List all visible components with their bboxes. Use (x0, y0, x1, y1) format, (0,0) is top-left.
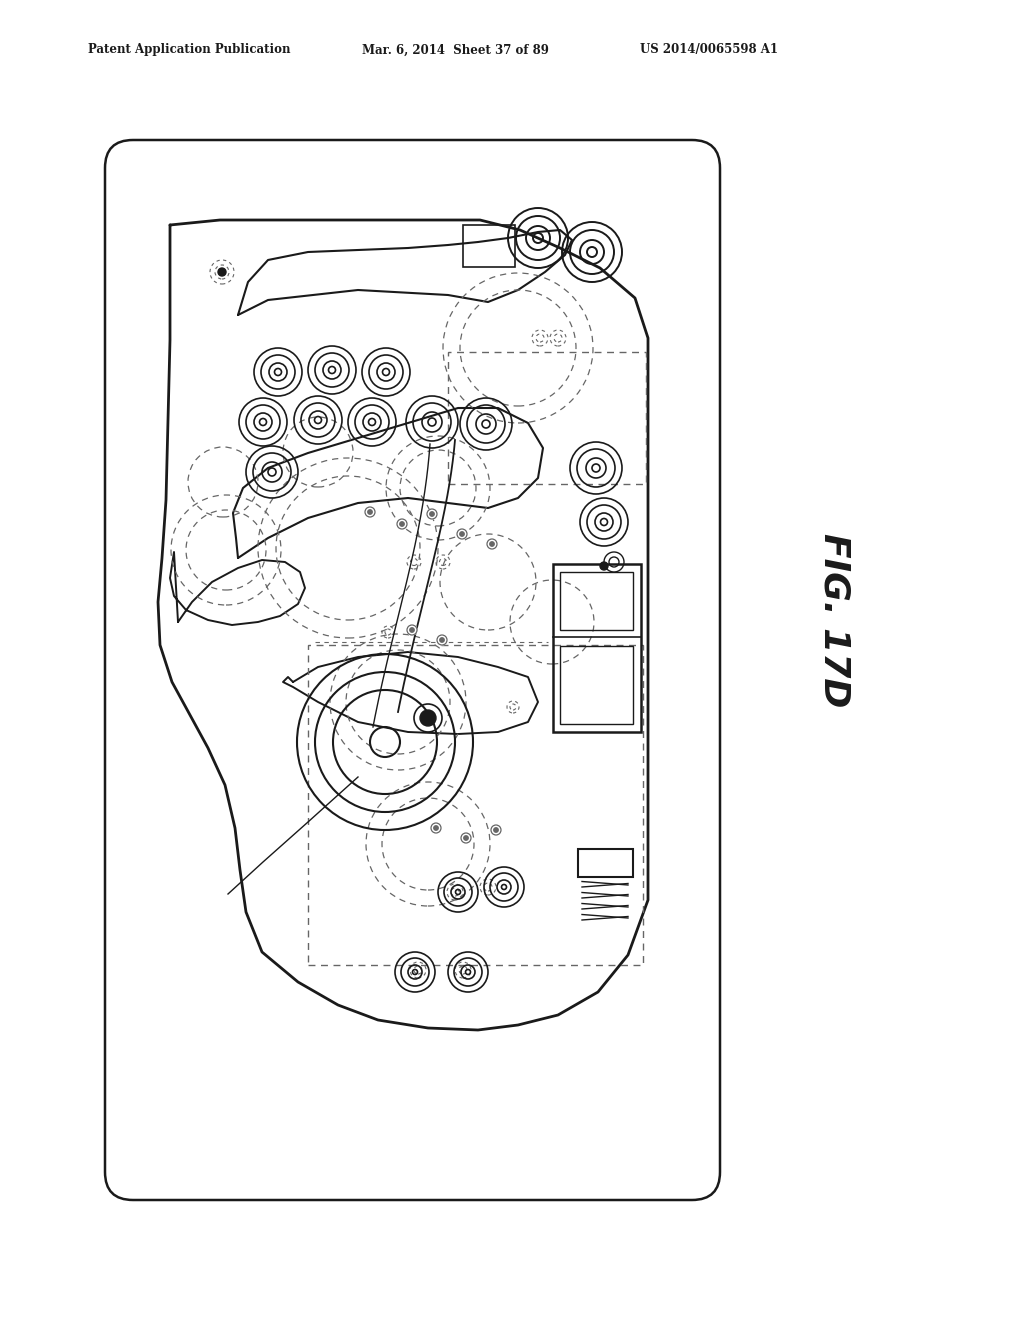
Circle shape (218, 268, 226, 276)
Bar (463, 224, 515, 267)
Circle shape (494, 828, 499, 832)
Circle shape (431, 822, 441, 833)
Circle shape (461, 833, 471, 843)
Bar (560, 572, 633, 630)
Bar (578, 849, 633, 876)
Bar (308, 645, 643, 965)
Text: FIG. 17D: FIG. 17D (818, 533, 852, 708)
Circle shape (410, 628, 414, 632)
Circle shape (420, 710, 436, 726)
Circle shape (434, 826, 438, 830)
Circle shape (365, 507, 375, 517)
Circle shape (489, 541, 495, 546)
Bar (449, 352, 646, 484)
Circle shape (600, 562, 608, 570)
Circle shape (460, 532, 464, 536)
Circle shape (397, 519, 407, 529)
Text: Mar. 6, 2014  Sheet 37 of 89: Mar. 6, 2014 Sheet 37 of 89 (362, 44, 549, 57)
Circle shape (399, 521, 404, 527)
Circle shape (457, 529, 467, 539)
Circle shape (487, 539, 497, 549)
Text: Patent Application Publication: Patent Application Publication (88, 44, 291, 57)
Text: US 2014/0065598 A1: US 2014/0065598 A1 (640, 44, 778, 57)
Circle shape (430, 512, 434, 516)
Circle shape (368, 510, 372, 515)
Circle shape (437, 635, 447, 645)
Bar (560, 645, 633, 723)
Circle shape (464, 836, 468, 841)
Circle shape (439, 638, 444, 643)
Circle shape (407, 624, 417, 635)
Bar (553, 564, 641, 733)
FancyBboxPatch shape (105, 140, 720, 1200)
Circle shape (427, 510, 437, 519)
Circle shape (490, 825, 501, 836)
